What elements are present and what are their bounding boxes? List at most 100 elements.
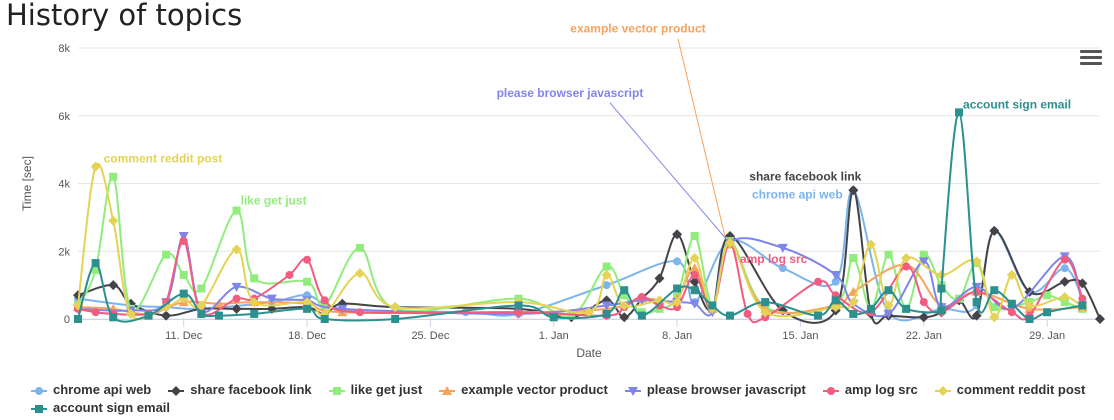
legend-item-share-facebook-link[interactable]: share facebook link (167, 381, 312, 399)
data-point (690, 232, 699, 241)
data-point (266, 294, 277, 304)
data-point (831, 277, 840, 286)
data-point (74, 315, 82, 323)
data-point (884, 250, 893, 259)
data-point (162, 250, 171, 259)
data-point (689, 299, 700, 309)
data-point (354, 268, 365, 279)
page-title: History of topics (6, 0, 243, 32)
data-point (602, 262, 611, 271)
legend-item-like-get-just[interactable]: like get just (328, 381, 423, 399)
legend-marker (627, 386, 638, 396)
data-point (849, 254, 858, 263)
data-point (637, 292, 646, 301)
data-point (355, 243, 364, 252)
data-point (971, 256, 982, 267)
x-axis-ticks: 11. Dec 18. Dec 25. Dec 1. Jan 8. Jan 15. Jan… (165, 319, 1065, 342)
data-point (919, 250, 928, 259)
data-point (231, 303, 242, 314)
data-point (990, 303, 999, 312)
data-point (567, 311, 576, 320)
data-point (989, 225, 1000, 236)
legend-label: share facebook link (190, 382, 312, 397)
annotation-leaders (609, 38, 727, 241)
series-comment-reddit-post[interactable] (73, 161, 1088, 323)
data-point (320, 315, 329, 323)
legend: chrome api web share facebook link like ge… (30, 381, 1110, 417)
annotation-label: chrome api web (752, 187, 843, 201)
data-point (1059, 291, 1070, 302)
data-point (760, 307, 771, 318)
data-point (761, 298, 770, 307)
data-point (619, 300, 630, 311)
data-point (213, 298, 224, 308)
data-point (144, 311, 153, 320)
y-tick-label: 4k (58, 179, 70, 191)
data-point (214, 311, 223, 320)
data-point (919, 298, 928, 307)
data-point (971, 310, 982, 321)
legend-item-example-vector-product[interactable]: example vector product (438, 381, 608, 399)
annotation-label: amp log src (740, 252, 808, 266)
legend-item-account-sign-email[interactable]: account sign email (30, 399, 170, 417)
data-point (391, 315, 400, 323)
data-point (125, 308, 136, 319)
data-point (1059, 276, 1070, 287)
data-point (848, 297, 859, 308)
y-axis-ticks: 0 2k 4k 6k 8k (58, 43, 70, 326)
line-chart: 0 2k 4k 6k 8k 11. Dec 18. Dec 25. Dec 1. Jan 8. … (20, 21, 1105, 360)
data-point (955, 108, 964, 117)
legend-item-amp-log-src[interactable]: amp log src (822, 381, 918, 399)
data-point (814, 277, 823, 286)
legend-label: example vector product (461, 382, 608, 397)
data-point (918, 312, 929, 323)
data-point (249, 297, 260, 308)
data-point (778, 264, 787, 273)
data-point (162, 298, 171, 307)
annotation-label: comment reddit post (104, 152, 223, 166)
legend-item-comment-reddit-post[interactable]: comment reddit post (934, 381, 1085, 399)
data-point (601, 301, 612, 311)
legend-item-please-browser-javascript[interactable]: please browser javascript (624, 381, 806, 399)
legend-symbol (439, 385, 456, 395)
x-tick-label: 1. Jan (539, 330, 569, 342)
data-point (514, 301, 523, 310)
data-point (708, 301, 717, 310)
annotation-label: account sign email (963, 97, 1071, 111)
data-point (320, 296, 329, 305)
data-point (884, 286, 893, 295)
data-point (337, 304, 348, 314)
data-point (602, 309, 611, 318)
x-tick-label: 18. Dec (288, 330, 326, 342)
data-point (161, 310, 172, 321)
data-point (179, 270, 188, 279)
data-point (1007, 299, 1016, 308)
data-point (285, 270, 294, 279)
legend-item-chrome-api-web[interactable]: chrome api web (30, 381, 151, 399)
data-point (1043, 308, 1052, 317)
grid-lines (78, 47, 1100, 320)
data-point (197, 309, 206, 318)
legend-label: like get just (350, 382, 423, 397)
annotations: comment reddit post like get just example … (104, 21, 1071, 265)
data-point (549, 313, 558, 322)
data-point (232, 294, 241, 303)
x-tick-label: 15. Jan (782, 330, 818, 342)
legend-symbol (624, 386, 641, 396)
legend-label: chrome api web (53, 382, 152, 397)
legend-label: account sign email (53, 400, 171, 415)
data-point (673, 284, 682, 293)
data-point (690, 286, 699, 295)
y-axis-title: Time [sec] (20, 156, 34, 211)
x-tick-label: 29. Jan (1029, 330, 1065, 342)
chart-menu-button[interactable] (1080, 50, 1102, 68)
data-point (1024, 300, 1035, 311)
series-account-sign-email[interactable] (74, 108, 1087, 323)
hamburger-icon (1080, 50, 1102, 53)
y-tick-label: 0 (64, 314, 70, 326)
x-tick-label: 11. Dec (165, 330, 203, 342)
y-tick-label: 6k (58, 111, 70, 123)
legend-marker (937, 385, 948, 396)
data-point (990, 286, 999, 295)
data-point (1006, 269, 1017, 280)
